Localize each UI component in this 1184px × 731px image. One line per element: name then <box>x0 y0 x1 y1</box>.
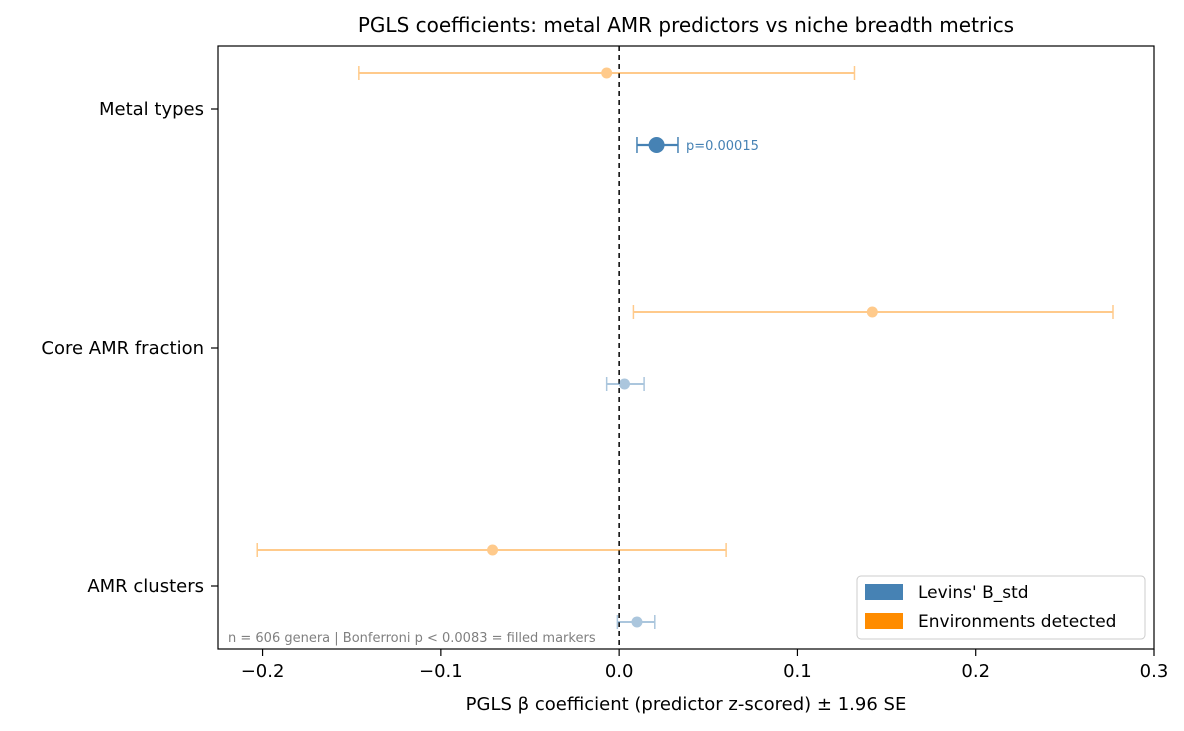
errorbar-group <box>358 66 856 80</box>
errorbar-group <box>616 615 656 629</box>
errorbar-group <box>632 305 1114 319</box>
x-axis-label: PGLS β coefficient (predictor z-scored) … <box>466 694 907 715</box>
y-tick-label: Core AMR fraction <box>41 338 204 359</box>
y-tick-label: Metal types <box>99 99 204 120</box>
data-point <box>601 67 613 79</box>
x-axis: −0.2 −0.1 0.0 0.1 0.2 0.3 <box>241 649 1169 682</box>
legend-label: Environments detected <box>918 612 1116 632</box>
legend: Levins' B_std Environments detected <box>856 575 1146 640</box>
data-point <box>618 378 630 390</box>
errorbar-group <box>636 137 679 153</box>
plot-frame <box>217 45 1155 650</box>
x-tick-label: 0.2 <box>961 661 990 682</box>
data-point <box>487 544 499 556</box>
data-point <box>866 306 878 318</box>
y-axis: Metal types Core AMR fraction AMR clusters <box>41 99 218 597</box>
x-tick-label: 0.3 <box>1140 661 1169 682</box>
errorbar-marks: p=0.00015 <box>256 66 1114 629</box>
x-tick-label: 0.0 <box>605 661 634 682</box>
p-value-annotation: p=0.00015 <box>686 139 759 154</box>
data-point <box>648 137 665 153</box>
y-tick-label: AMR clusters <box>87 576 204 597</box>
x-tick-label: −0.1 <box>419 661 463 682</box>
legend-box <box>856 575 1146 640</box>
legend-swatch <box>865 584 903 600</box>
data-point <box>631 616 643 628</box>
footnote-text: n = 606 genera | Bonferroni p < 0.0083 =… <box>228 631 596 646</box>
x-tick-label: −0.2 <box>241 661 285 682</box>
legend-label: Levins' B_std <box>918 583 1029 603</box>
errorbar-group <box>256 543 727 557</box>
errorbar-group <box>605 377 645 391</box>
legend-swatch <box>865 613 903 629</box>
x-tick-label: 0.1 <box>783 661 812 682</box>
chart-title: PGLS coefficients: metal AMR predictors … <box>358 13 1014 37</box>
